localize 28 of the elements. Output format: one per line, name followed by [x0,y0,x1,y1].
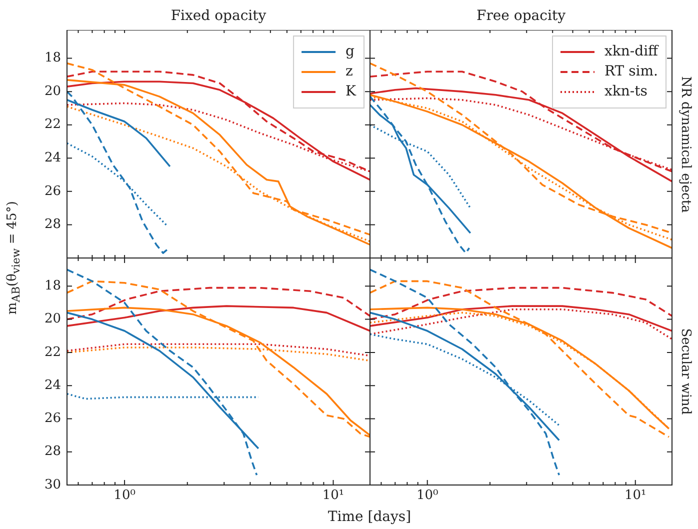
y-tick-label: 24 [44,378,61,393]
legend-label: g [346,44,355,60]
legend-label: z [346,64,353,80]
y-tick-label: 28 [44,444,61,460]
legend-label: xkn-ts [604,84,648,100]
y-tick-label: 30 [44,477,61,492]
y-tick-label: 24 [44,150,61,166]
x-tick-label: 10⁰ [416,488,438,504]
y-tick-label: 18 [44,278,61,294]
legend-label: K [346,84,357,100]
x-axis-title: Time [days] [328,509,412,525]
y-tick-label: 18 [44,50,61,66]
y2-axis-title: NR dynamical ejecta [677,76,692,212]
y-tick-label: 22 [44,117,61,132]
y2-axis-title: Secular wind [677,328,692,415]
y-tick-label: 22 [44,344,61,360]
legend-label: xkn-diff [604,44,660,60]
y-tick-label: 20 [44,84,61,99]
y-tick-label: 26 [44,184,61,199]
chart-title: Free opacity [476,8,566,24]
y-tick-label: 20 [44,312,61,327]
y-tick-label: 26 [44,411,61,426]
x-tick-label: 10¹ [624,488,646,504]
y-tick-label: 28 [44,217,61,232]
legend-label: RT sim. [604,64,658,80]
chart-title: Fixed opacity [170,8,266,24]
x-tick-label: 10⁰ [114,488,136,504]
x-tick-label: 10¹ [322,488,344,504]
